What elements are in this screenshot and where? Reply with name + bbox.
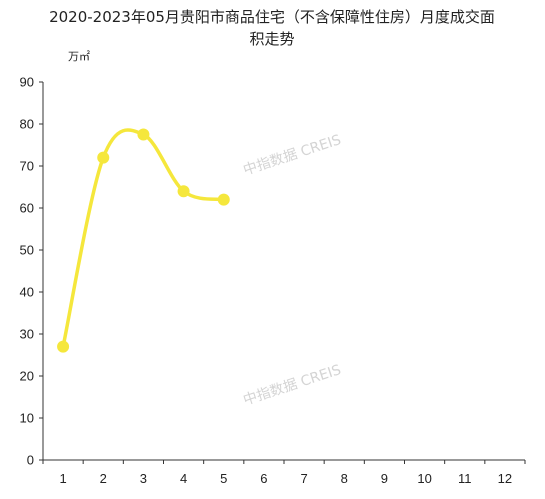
y-tick-label: 10 <box>20 411 34 426</box>
y-tick-label: 40 <box>20 285 34 300</box>
data-point <box>137 128 150 141</box>
x-tick-label: 10 <box>417 471 431 486</box>
y-axis-unit-label: 万㎡ <box>68 50 90 63</box>
x-tick-label: 12 <box>498 471 512 486</box>
y-tick-label: 30 <box>20 327 34 342</box>
y-tick-label: 60 <box>20 201 34 216</box>
y-tick-label: 50 <box>20 243 34 258</box>
watermark-group: 中指数据 CREIS 中指数据 CREIS <box>241 132 343 409</box>
x-tick-label: 6 <box>260 471 267 486</box>
series-layer <box>57 128 230 353</box>
x-tick-label: 3 <box>140 471 147 486</box>
watermark-text: 中指数据 CREIS <box>241 362 343 409</box>
y-tick-label: 80 <box>20 117 34 132</box>
x-tick-label: 8 <box>341 471 348 486</box>
data-point <box>97 151 110 164</box>
series-line <box>61 128 226 349</box>
y-tick-label: 90 <box>20 75 34 90</box>
x-tick-label: 1 <box>59 471 66 486</box>
x-tick-label: 7 <box>300 471 307 486</box>
data-point <box>177 185 190 198</box>
x-tick-label: 4 <box>180 471 187 486</box>
chart-title-line-2: 积走势 <box>249 30 294 48</box>
x-tick-label: 9 <box>381 471 388 486</box>
x-tick-label: 2 <box>100 471 107 486</box>
data-point <box>57 340 70 353</box>
x-tick-label: 5 <box>220 471 227 486</box>
data-point <box>217 193 230 206</box>
x-tick-label: 11 <box>458 471 472 486</box>
y-tick-label: 20 <box>20 369 34 384</box>
chart-title-line-1: 2020-2023年05月贵阳市商品住宅（不含保障性住房）月度成交面 <box>49 8 495 26</box>
y-tick-label: 0 <box>27 453 34 468</box>
y-tick-label: 70 <box>20 159 34 174</box>
watermark-text: 中指数据 CREIS <box>241 132 343 179</box>
